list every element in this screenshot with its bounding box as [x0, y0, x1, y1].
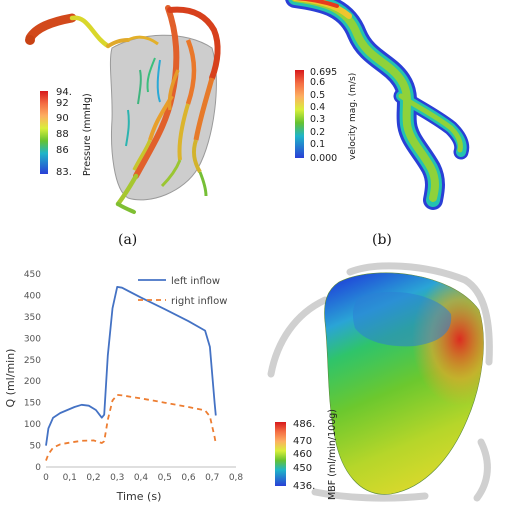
pressure-tick: 83.: [56, 167, 72, 178]
x-tick-label: 0: [43, 473, 49, 483]
vessel-branch: [167, 69, 180, 111]
aortic-vessel-segment: [69, 15, 111, 49]
x-tick-label: 0,4: [134, 473, 149, 483]
vessel-branch: [198, 171, 208, 197]
mbf-colorbar: [275, 422, 286, 486]
aortic-vessel-segment: [106, 38, 130, 48]
y-tick-label: 450: [24, 270, 41, 280]
x-tick-label: 0,7: [205, 473, 219, 483]
x-tick-label: 0,5: [158, 473, 172, 483]
legend-label: left inflow: [171, 276, 220, 287]
vessel-branch: [132, 139, 152, 171]
vessel-branch: [156, 59, 161, 103]
y-tick-label: 100: [24, 420, 41, 430]
mbf-tick: 450: [293, 463, 312, 474]
mbf-figure: 486. 470 460 450 436. MBF (ml/min/100g): [267, 262, 493, 502]
panel-a-coronary-pressure: 94. 92 90 88 86 83. Pressure (mmHg): [0, 0, 255, 230]
vessel-branch: [193, 77, 215, 141]
velocity-tick: 0.2: [310, 127, 325, 138]
aortic-root: [25, 35, 35, 45]
chart-legend: left inflow right inflow: [138, 276, 227, 307]
y-tick-label: 50: [30, 442, 42, 452]
vessel-main-trunk-distal: [115, 173, 139, 207]
x-tick-label: 0,3: [110, 473, 124, 483]
heart-cavity: [352, 291, 452, 347]
vessel-branch: [177, 103, 190, 161]
x-tick-label: 0,6: [181, 473, 196, 483]
vessel-right-trunk: [167, 6, 221, 81]
vessel-branch: [127, 35, 159, 46]
y-tick-label: 200: [24, 377, 41, 387]
vessel-branch: [160, 159, 182, 188]
pressure-tick: 88: [56, 129, 69, 140]
series-line-right-inflow: [45, 393, 217, 461]
velocity-tick: 0.000: [310, 153, 337, 164]
pressure-tick: 86: [56, 145, 69, 156]
velocity-tick: 0.695: [310, 67, 337, 78]
velocity-tick: 0.6: [310, 77, 325, 88]
mbf-tick: 470: [293, 436, 312, 447]
y-tick-label: 400: [24, 291, 41, 301]
mbf-tick: 460: [293, 449, 312, 460]
pressure-tick: 94.: [56, 87, 72, 98]
chart-axes: 0 0,1 0,2 0,3 0,4 0,5 0,6 0,7 0,8 0 50 100 150 200 250…: [24, 270, 244, 483]
panel-d-mbf: 486. 470 460 450 436. MBF (ml/min/100g): [255, 262, 510, 510]
pressure-colorbar-ticks: 94. 92 90 88 86 83.: [56, 87, 72, 178]
velocity-tick: 0.3: [310, 114, 325, 125]
x-tick-label: 0,2: [86, 473, 100, 483]
vessel-branch: [116, 202, 136, 214]
panel-b-velocity: 0.695 0.6 0.5 0.4 0.3 0.2 0.1 0.000 velo…: [255, 0, 510, 230]
caption-b: (b): [372, 232, 392, 248]
vessel-branch: [146, 57, 156, 93]
x-axis-label: Time (s): [116, 490, 162, 503]
vessel-branch: [191, 139, 202, 174]
chart-lines: [45, 285, 217, 461]
flow-chart: 0 0,1 0,2 0,3 0,4 0,5 0,6 0,7 0,8 0 50 100 150 200 250…: [4, 270, 244, 503]
velocity-tick: 0.5: [310, 90, 325, 101]
pressure-colorbar-label: Pressure (mmHg): [82, 93, 93, 176]
pressure-tick: 90: [56, 113, 69, 124]
mbf-colorbar-ticks: 486. 470 460 450 436.: [293, 419, 315, 492]
velocity-colorbar-ticks: 0.695 0.6 0.5 0.4 0.3 0.2 0.1 0.000: [310, 67, 337, 164]
y-tick-label: 0: [35, 463, 41, 473]
velocity-colorbar: [295, 70, 304, 158]
x-tick-label: 0,1: [63, 473, 77, 483]
y-tick-label: 150: [24, 399, 41, 409]
velocity-colorbar-label: velocity mag. (m/s): [348, 73, 358, 160]
pressure-tick: 92: [56, 98, 69, 109]
caption-a: (a): [118, 232, 138, 248]
coronary-vessels-gray: [267, 262, 493, 502]
y-axis-label: Q (ml/min): [4, 349, 17, 408]
y-tick-label: 300: [24, 334, 41, 344]
coronary-pressure-figure: 94. 92 90 88 86 83. Pressure (mmHg): [25, 5, 221, 214]
aortic-vessel: [25, 13, 77, 43]
x-tick-label: 0,8: [229, 473, 244, 483]
mbf-tick: 436.: [293, 481, 315, 492]
pressure-colorbar: [40, 91, 48, 174]
velocity-figure: 0.695 0.6 0.5 0.4 0.3 0.2 0.1 0.000 velo…: [285, 0, 470, 210]
y-tick-label: 250: [24, 356, 41, 366]
velocity-tick: 0.4: [310, 102, 325, 113]
panel-c-flow-chart: 0 0,1 0,2 0,3 0,4 0,5 0,6 0,7 0,8 0 50 100 150 200 250…: [0, 262, 255, 510]
vessel-branch: [137, 69, 142, 105]
legend-label: right inflow: [171, 296, 227, 307]
mbf-colorbar-label: MBF (ml/min/100g): [327, 409, 338, 500]
velocity-vessel: [285, 0, 470, 210]
mbf-tick: 486.: [293, 419, 315, 430]
series-line-left-inflow: [45, 285, 217, 446]
vessel-branch: [125, 109, 130, 147]
vessel-branch: [185, 39, 197, 105]
y-tick-label: 350: [24, 313, 41, 323]
velocity-tick: 0.1: [310, 139, 325, 150]
